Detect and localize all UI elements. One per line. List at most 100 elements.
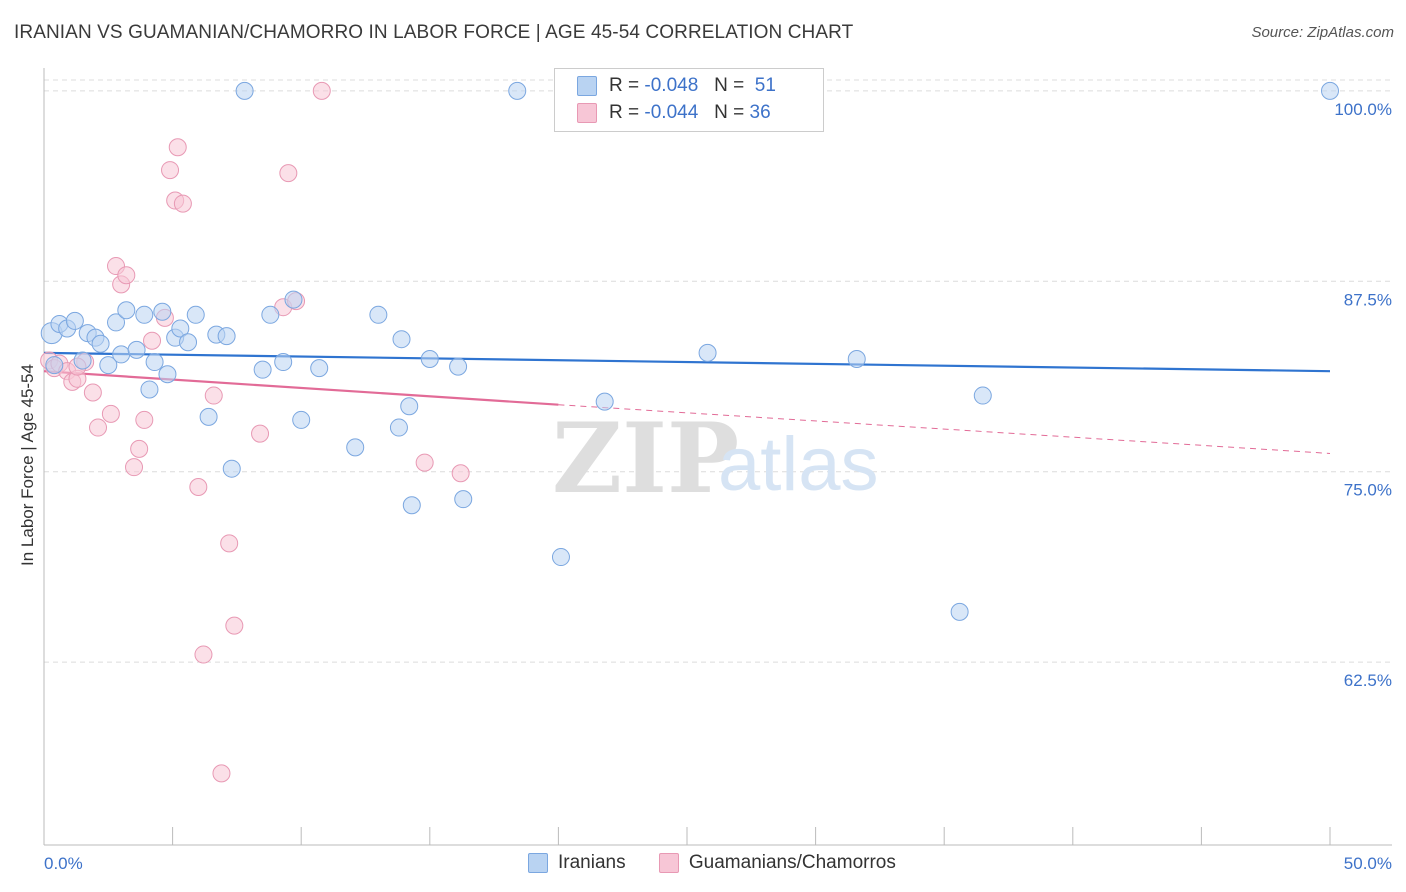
iranian-point xyxy=(186,305,205,324)
iranian-point xyxy=(107,313,126,332)
iranian-point xyxy=(253,360,272,379)
iranian-point xyxy=(235,81,254,100)
legend-label-iranians: Iranians xyxy=(558,852,626,873)
guamanian-point xyxy=(117,266,136,285)
data-points xyxy=(40,81,1339,783)
iranian-point xyxy=(400,397,419,416)
guamanian-point xyxy=(89,418,108,437)
iranian-point xyxy=(389,418,408,437)
stats-legend: R = -0.048 N = 51 R = -0.044 N = 36 xyxy=(554,68,824,132)
guamanian-point xyxy=(204,386,223,405)
iranians-trend-line xyxy=(43,351,1331,373)
trend-lines xyxy=(43,351,1331,454)
iranian-point xyxy=(1321,81,1339,100)
guamanians-trend-extension xyxy=(558,404,1331,454)
guamanians-swatch xyxy=(577,102,597,123)
iranian-point xyxy=(171,319,190,338)
legend-item-iranians: Iranians xyxy=(528,852,626,874)
iranian-point xyxy=(950,602,969,621)
iranian-point xyxy=(346,438,365,457)
series-legend: Iranians Guamanians/Chamorros xyxy=(528,852,924,874)
guamanians-swatch xyxy=(658,852,679,873)
iranians-swatch xyxy=(528,852,548,873)
iranian-point xyxy=(508,81,527,100)
n-value-guamanians: 36 xyxy=(749,102,771,123)
iranian-point xyxy=(392,330,411,349)
n-value-iranians: 51 xyxy=(754,75,776,96)
guamanian-point xyxy=(415,453,434,472)
iranian-point xyxy=(222,459,241,478)
iranian-point xyxy=(73,351,92,370)
iranian-point xyxy=(420,349,439,368)
n-label: N = xyxy=(714,75,745,96)
x-tick-label: 0.0% xyxy=(44,854,83,873)
guamanian-point xyxy=(312,81,331,100)
iranian-point xyxy=(698,343,717,362)
iranian-point xyxy=(847,349,866,368)
iranian-point xyxy=(292,410,311,429)
iranian-point xyxy=(117,301,136,320)
y-tick-label: 75.0% xyxy=(1344,481,1392,500)
guamanian-point xyxy=(173,194,192,213)
iranian-point xyxy=(310,359,329,378)
y-tick-label: 62.5% xyxy=(1344,671,1392,690)
watermark-atlas: atlas xyxy=(718,422,879,507)
iranian-point xyxy=(973,386,992,405)
iranian-point xyxy=(199,407,218,426)
n-label: N = xyxy=(714,102,745,123)
guamanian-point xyxy=(101,404,120,423)
tick-labels: 62.5% 75.0% 87.5% 100.0% 0.0% 50.0% xyxy=(44,100,1392,873)
guamanian-point xyxy=(130,439,149,458)
iranian-point xyxy=(179,333,198,352)
iranian-point xyxy=(261,305,280,324)
r-value-guamanians: -0.044 xyxy=(644,102,699,123)
iranian-point xyxy=(45,356,64,375)
iranian-point xyxy=(112,345,131,364)
legend-label-guamanians: Guamanians/Chamorros xyxy=(688,852,896,873)
y-tick-label: 87.5% xyxy=(1344,290,1392,309)
legend-row-guamanians: R = -0.044 N = 36 xyxy=(577,102,771,126)
guamanian-point xyxy=(189,477,208,496)
guamanian-point xyxy=(168,138,187,157)
guamanians-trend-line xyxy=(43,370,559,406)
guamanian-point xyxy=(225,616,244,635)
iranian-point xyxy=(135,305,154,324)
iranian-point xyxy=(217,327,236,346)
iranian-point xyxy=(284,290,303,309)
guamanian-point xyxy=(125,458,144,477)
iranian-point xyxy=(145,353,164,372)
iranian-point xyxy=(65,311,84,330)
y-axis-label: In Labor Force | Age 45-54 xyxy=(18,364,37,566)
watermark-zip: ZIP xyxy=(552,402,739,515)
axes xyxy=(43,68,1392,846)
iranian-point xyxy=(551,548,570,567)
r-value-iranians: -0.048 xyxy=(644,75,699,96)
iranian-point xyxy=(140,380,159,399)
r-label: R = xyxy=(609,102,640,123)
iranian-point xyxy=(158,365,177,384)
iranian-point xyxy=(99,356,118,375)
iranian-point xyxy=(449,357,468,376)
iranian-point xyxy=(153,302,172,321)
guamanian-point xyxy=(161,161,180,180)
guamanian-point xyxy=(220,534,239,553)
iranian-point xyxy=(369,305,388,324)
guamanian-point xyxy=(83,383,102,402)
x-tick-label: 50.0% xyxy=(1344,854,1392,873)
guamanian-point xyxy=(451,464,470,483)
iranian-point xyxy=(595,392,614,411)
guamanian-point xyxy=(279,164,298,183)
r-label: R = xyxy=(609,75,640,96)
guamanian-point xyxy=(143,331,162,350)
iranian-point xyxy=(454,490,473,509)
grid-lines xyxy=(44,79,1392,663)
legend-row-iranians: R = -0.048 N = 51 xyxy=(577,75,776,99)
guamanian-point xyxy=(135,410,154,429)
iranians-swatch xyxy=(577,75,597,96)
iranian-point xyxy=(127,340,146,359)
iranian-point xyxy=(91,334,110,353)
guamanian-point xyxy=(251,424,270,443)
iranian-point xyxy=(402,496,421,515)
